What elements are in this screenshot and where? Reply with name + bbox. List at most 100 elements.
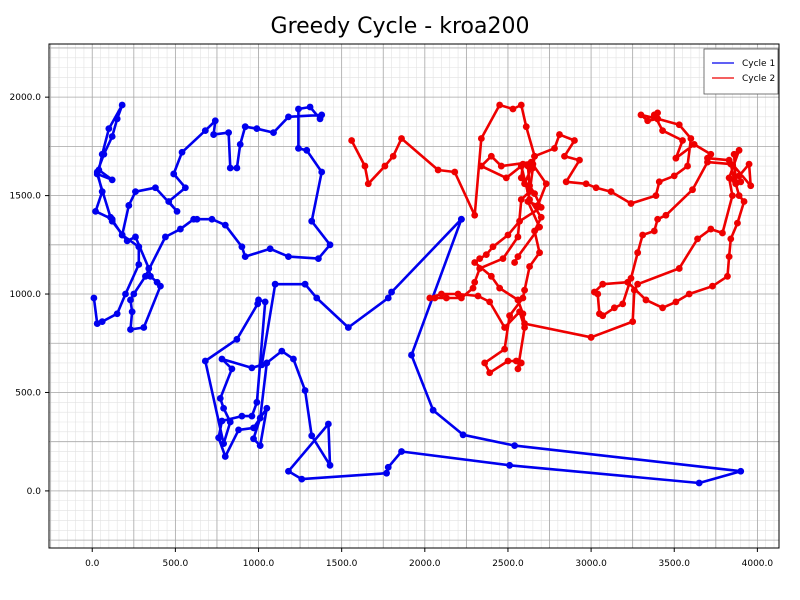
- cycle-1-point: [130, 290, 138, 298]
- cycle-1-point: [457, 215, 465, 223]
- cycle-2-point: [438, 290, 445, 298]
- cycle-2-point: [654, 109, 662, 117]
- cycle-1-point: [226, 418, 234, 426]
- cycle-2-point: [348, 137, 356, 144]
- cycle-2-point: [562, 178, 570, 186]
- cycle-1-point: [98, 188, 106, 196]
- cycle-1-point: [429, 406, 437, 414]
- cycle-1-point: [253, 125, 261, 133]
- cycle-2-point: [587, 333, 595, 341]
- cycle-1-point: [93, 168, 101, 176]
- cycle-1-point: [92, 207, 99, 215]
- cycle-2-point: [747, 182, 755, 190]
- cycle-2-point: [502, 174, 510, 182]
- cycle-2-point: [735, 172, 743, 180]
- x-tick-label: 3000.0: [575, 559, 607, 569]
- cycle-1-point: [301, 387, 309, 394]
- cycle-2-point: [486, 298, 494, 306]
- cycle-1-point: [113, 310, 121, 318]
- cycle-2-point: [537, 204, 545, 211]
- cycle-2-point: [526, 182, 533, 190]
- cycle-2-point: [514, 253, 522, 261]
- cycle-2-point: [537, 213, 545, 221]
- cycle-1-point: [511, 442, 519, 450]
- cycle-2-point: [526, 263, 533, 270]
- cycle-2-point: [511, 259, 519, 266]
- cycle-1-point: [125, 202, 133, 209]
- cycle-2-point: [489, 243, 497, 251]
- cycle-1-point: [318, 111, 326, 119]
- cycle-2-point: [662, 211, 670, 219]
- cycle-1-point: [248, 412, 256, 420]
- x-tick-label: 0.0: [85, 559, 100, 569]
- cycle-1-point: [270, 129, 277, 136]
- cycle-2-point: [522, 123, 530, 131]
- cycle-2-point: [474, 292, 482, 300]
- cycle-2-point: [496, 284, 504, 292]
- cycle-2-point: [506, 312, 514, 320]
- cycle-1-point: [105, 125, 113, 133]
- cycle-2-point: [735, 192, 743, 199]
- cycle-2-point: [634, 280, 642, 288]
- cycle-2-point: [504, 231, 512, 239]
- cycle-2-point: [619, 300, 627, 308]
- cycle-2-point: [514, 365, 522, 373]
- cycle-2-point: [524, 198, 532, 205]
- cycle-2-point: [519, 310, 527, 318]
- cycle-1-point: [258, 361, 266, 369]
- cycle-2-point: [679, 137, 686, 144]
- cycle-2-point: [627, 200, 635, 207]
- legend-label: Cycle 2: [742, 74, 775, 84]
- cycle-1-point: [250, 435, 257, 443]
- cycle-1-point: [241, 253, 249, 261]
- cycle-1-point: [306, 103, 314, 111]
- cycle-2-point: [599, 312, 607, 320]
- cycle-1-point: [118, 231, 126, 239]
- cycle-1-point: [285, 113, 292, 121]
- cycle-2-point: [724, 272, 731, 280]
- cycle-1-point: [221, 453, 229, 460]
- cycle-1-point: [238, 243, 246, 251]
- cycle-1-point: [226, 164, 234, 172]
- cycle-2-point: [745, 160, 753, 168]
- cycle-2-point: [443, 294, 450, 302]
- cycle-2-point: [364, 180, 372, 188]
- cycle-2-point: [542, 180, 550, 188]
- cycle-1-point: [313, 294, 321, 302]
- y-tick-label: 500.0: [15, 388, 41, 398]
- x-tick-label: 500.0: [162, 559, 188, 569]
- cycle-2-point: [634, 249, 642, 257]
- cycle-1-point: [220, 440, 228, 448]
- cycle-1-point: [173, 207, 181, 215]
- cycle-2-point: [730, 150, 738, 158]
- cycle-2-point: [477, 162, 485, 170]
- cycle-1-point: [210, 131, 218, 138]
- cycle-1-point: [298, 475, 306, 483]
- cycle-2-point: [517, 174, 525, 182]
- cycle-1-point: [326, 461, 334, 469]
- cycle-2-point: [727, 235, 735, 243]
- cycle-1-point: [737, 467, 745, 475]
- cycle-2-point: [707, 225, 715, 233]
- cycle-2-point: [650, 227, 658, 235]
- plot-area: 0.0 500.0 1000.0 1500.0 2000.0 2500.0 3000.0 35…: [10, 43, 780, 569]
- cycle-1-point: [108, 176, 116, 184]
- cycle-1-point: [233, 335, 241, 343]
- cycle-2-point: [655, 178, 663, 186]
- cycle-2-point: [531, 190, 538, 198]
- cycle-2-point: [670, 172, 678, 180]
- cycle-1-point: [295, 144, 302, 152]
- cycle-1-point: [238, 412, 246, 420]
- cycle-1-point: [132, 188, 139, 196]
- cycle-2-point: [451, 168, 459, 176]
- x-tick-label: 2000.0: [409, 559, 441, 569]
- cycle-2-point: [481, 359, 489, 367]
- cycle-1-point: [152, 184, 159, 192]
- cycle-1-point: [157, 282, 164, 290]
- cycle-2-point: [551, 144, 558, 152]
- cycle-2-point: [644, 117, 652, 125]
- cycle-2-point: [576, 156, 583, 164]
- cycle-2-point: [476, 255, 484, 262]
